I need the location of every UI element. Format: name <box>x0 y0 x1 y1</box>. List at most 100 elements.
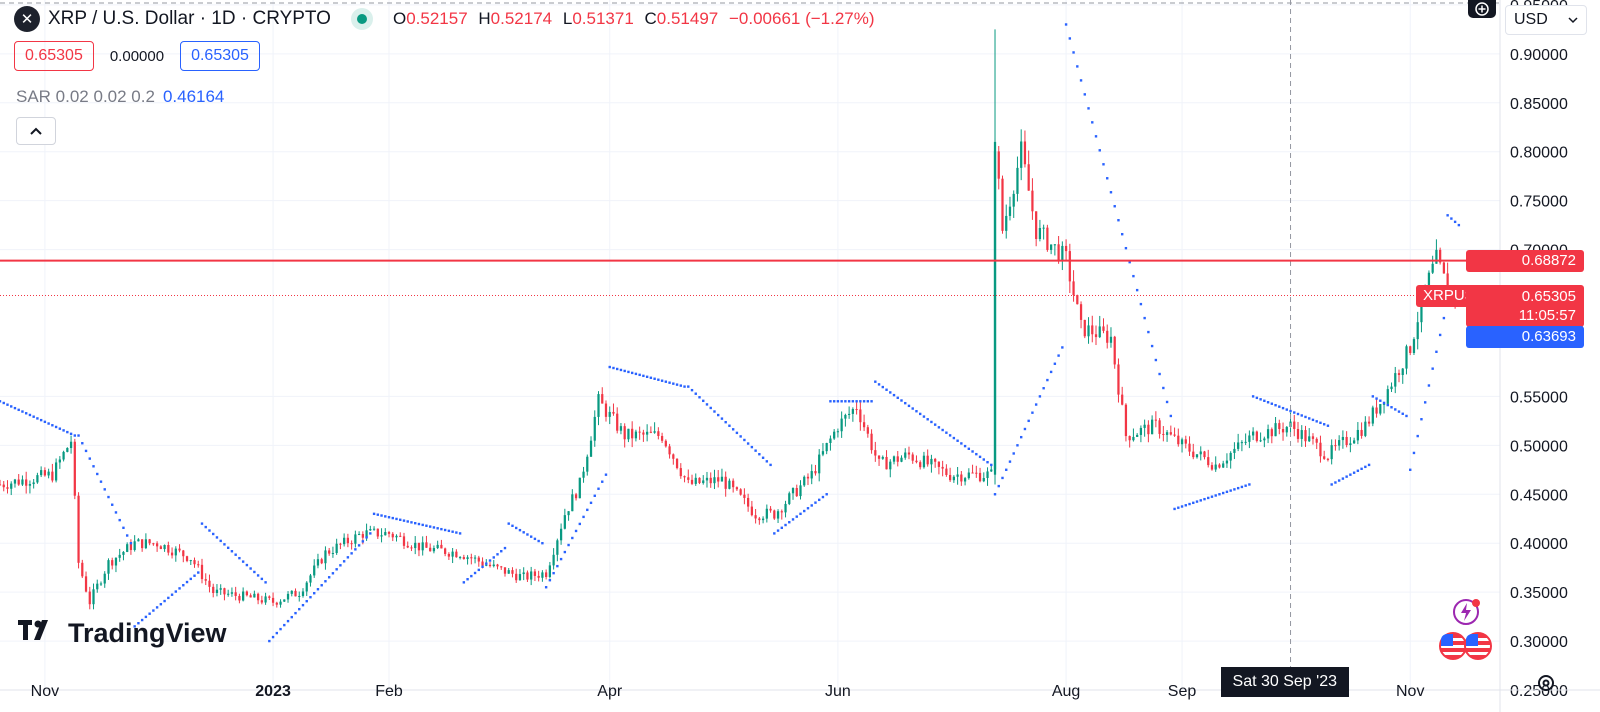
candle-body <box>642 432 645 435</box>
candle-body <box>660 435 664 441</box>
candle-body <box>77 495 80 563</box>
candle-body <box>343 537 346 545</box>
sar-dot <box>907 404 911 408</box>
lightning-icon[interactable] <box>1451 597 1481 627</box>
sar-dot <box>1072 51 1075 54</box>
symbol-title[interactable]: XRP / U.S. Dollar · 1D · CRYPTO <box>48 8 331 29</box>
sar-dot <box>32 415 35 418</box>
us-flag-icon[interactable] <box>1439 632 1467 660</box>
candle-body <box>638 431 641 433</box>
candle-body <box>1237 442 1240 449</box>
candle-body <box>1109 336 1113 343</box>
ohlc-high-value: 0.52174 <box>490 9 553 28</box>
candle-body <box>182 550 185 557</box>
candle-body <box>1094 334 1098 338</box>
candle-body <box>1020 141 1023 168</box>
gear-icon[interactable] <box>1535 672 1557 694</box>
candle-body <box>619 426 623 431</box>
y-tick-label: 0.75000 <box>1510 194 1568 211</box>
sar-dot <box>286 619 290 623</box>
candle-body <box>672 454 675 459</box>
sar-dot <box>1034 403 1038 406</box>
sar-dot <box>1031 411 1034 414</box>
sar-dot <box>754 449 757 452</box>
time-axis[interactable]: Nov 2023 Feb Apr Jun Aug Sep Nov <box>0 683 1600 700</box>
sar-dot <box>990 463 993 467</box>
candle-body <box>963 478 967 482</box>
x-tick-label: Jun <box>825 683 851 700</box>
candle-body <box>545 572 548 577</box>
candle-body <box>227 593 230 595</box>
candle-body <box>507 570 510 574</box>
brand-name: TradingView <box>68 618 227 648</box>
buy-price-button[interactable]: 0.65305 <box>180 41 260 71</box>
sar-dot <box>896 396 899 400</box>
candle-body <box>982 478 985 482</box>
candle-body <box>406 545 409 548</box>
candle-body <box>253 593 256 598</box>
candle-body <box>2 484 5 488</box>
candle-body <box>81 562 84 577</box>
candle-body <box>552 554 555 566</box>
sar-dot <box>249 567 252 570</box>
sar-dot <box>889 391 892 394</box>
collapse-legend-button[interactable] <box>16 117 56 145</box>
price-axis[interactable]: 0.950000.900000.850000.800000.750000.700… <box>1499 0 1568 712</box>
sar-dot <box>971 450 974 453</box>
indicator-legend[interactable]: SAR 0.02 0.02 0.2 0.46164 <box>16 87 224 107</box>
sar-dot <box>1296 412 1300 416</box>
candle-body <box>99 583 103 585</box>
sar-dot <box>1431 367 1434 370</box>
candle-body <box>13 479 17 484</box>
candle-body <box>589 440 593 457</box>
candle-body <box>444 548 447 554</box>
candle-body <box>601 394 604 404</box>
sar-dot <box>455 531 458 534</box>
sar-dot <box>84 449 88 453</box>
sar-dot <box>630 371 634 375</box>
sar-dot <box>806 507 810 510</box>
candle-body <box>1162 433 1165 435</box>
sar-dot <box>552 571 555 575</box>
candle-body <box>133 541 136 551</box>
add-button[interactable] <box>1468 0 1496 18</box>
candle-body <box>586 456 589 472</box>
sar-dot <box>283 623 286 627</box>
sar-dot <box>365 536 368 539</box>
candle-body <box>451 551 454 557</box>
candle-body <box>1233 448 1236 453</box>
candle-body <box>511 570 514 574</box>
candle-body <box>1102 326 1105 331</box>
sar-dot <box>1158 372 1161 376</box>
candle-body <box>990 469 993 472</box>
candle-body <box>1308 436 1311 442</box>
sar-dot <box>462 581 466 584</box>
sar-dot <box>185 580 189 584</box>
sar-dot <box>1236 486 1240 490</box>
sar-dot <box>256 574 260 577</box>
sar-dot <box>1102 163 1105 166</box>
candle-body <box>447 553 450 557</box>
y-tick-label: 0.30000 <box>1510 634 1568 651</box>
sar-dot <box>1057 354 1060 357</box>
sar-dot <box>1326 424 1330 427</box>
sar-dot <box>264 581 267 584</box>
sar-dot <box>683 385 686 388</box>
candle-body <box>623 426 626 440</box>
us-flag-icon[interactable] <box>1464 632 1492 660</box>
tradingview-logo[interactable]: TradingView <box>18 618 227 649</box>
candle-body <box>825 442 828 452</box>
sar-dot <box>384 515 387 518</box>
sar-dot <box>1188 502 1191 506</box>
sar-dot <box>335 568 338 571</box>
candle-body <box>466 557 469 560</box>
sar-dot <box>586 508 589 512</box>
candle-body <box>743 494 746 498</box>
sar-dot <box>152 609 155 612</box>
candle-body <box>1244 441 1247 443</box>
sar-dot <box>511 524 514 527</box>
currency-select[interactable]: USD <box>1505 5 1587 35</box>
ohlc-close-key: C <box>644 9 657 28</box>
sell-price-button[interactable]: 0.65305 <box>14 41 94 71</box>
